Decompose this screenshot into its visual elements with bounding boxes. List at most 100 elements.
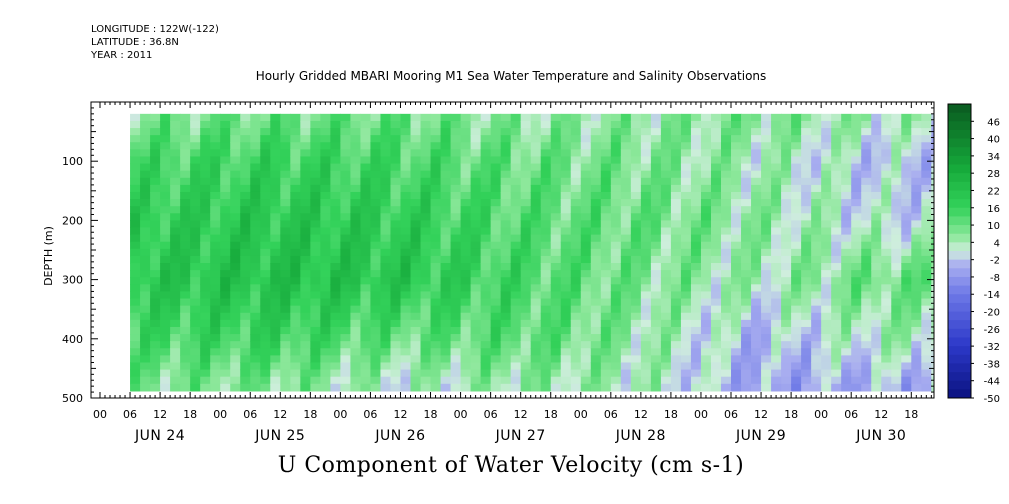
heatmap-cell	[480, 199, 492, 207]
heatmap-cell	[130, 142, 141, 150]
heatmap-cell	[771, 312, 782, 321]
heatmap-cell	[590, 298, 602, 307]
heatmap-cell	[931, 227, 934, 236]
x-hour-label: 00	[814, 408, 828, 421]
heatmap-cell	[841, 298, 852, 307]
heatmap-cell	[160, 248, 171, 257]
heatmap-cell	[470, 334, 482, 342]
heatmap-cell	[340, 341, 351, 349]
heatmap-cell	[560, 234, 572, 243]
heatmap-cell	[801, 284, 812, 293]
heatmap-cell	[640, 199, 652, 207]
heatmap-cell	[440, 369, 452, 378]
heatmap-cell	[480, 284, 492, 293]
heatmap-cell	[390, 263, 402, 271]
heatmap-cell	[170, 341, 181, 349]
heatmap-cell	[340, 263, 351, 271]
heatmap-cell	[340, 362, 351, 371]
heatmap-cell	[650, 348, 662, 356]
heatmap-cell	[390, 128, 402, 136]
heatmap-cell	[410, 305, 422, 314]
heatmap-cell	[370, 156, 382, 165]
heatmap-cell	[130, 149, 141, 158]
heatmap-cell	[250, 113, 261, 122]
heatmap-cell	[660, 326, 672, 335]
heatmap-cell	[170, 206, 181, 214]
heatmap-cell	[450, 305, 462, 314]
heatmap-cell	[871, 263, 882, 271]
heatmap-cell	[801, 248, 812, 257]
heatmap-cell	[510, 312, 522, 321]
heatmap-cell	[210, 263, 221, 271]
colorbar-label: -14	[984, 290, 1000, 301]
heatmap-cell	[801, 184, 812, 193]
heatmap-cell	[540, 277, 552, 285]
heatmap-cell	[580, 334, 592, 342]
colorbar-swatch	[948, 138, 971, 148]
heatmap-cell	[540, 156, 552, 165]
heatmap-cell	[731, 199, 742, 207]
heatmap-cell	[360, 206, 372, 214]
heatmap-cell	[640, 163, 652, 172]
heatmap-cell	[490, 270, 502, 278]
heatmap-cell	[731, 213, 742, 221]
heatmap-cell	[580, 149, 592, 158]
heatmap-cell	[250, 177, 261, 186]
heatmap-cell	[861, 220, 872, 229]
heatmap-cell	[320, 135, 331, 143]
heatmap-cell	[891, 113, 902, 122]
heatmap-cell	[300, 298, 311, 307]
heatmap-cell	[921, 163, 932, 172]
heatmap-cell	[500, 113, 512, 122]
heatmap-cell	[160, 341, 171, 349]
heatmap-cell	[710, 369, 722, 378]
heatmap-cell	[650, 305, 662, 314]
heatmap-cell	[460, 241, 472, 250]
heatmap-cell	[530, 334, 542, 342]
heatmap-cell	[270, 191, 281, 200]
heatmap-cell	[500, 319, 512, 328]
chart-title: Hourly Gridded MBARI Mooring M1 Sea Wate…	[255, 69, 767, 83]
heatmap-cell	[911, 355, 922, 364]
heatmap-cell	[731, 348, 742, 356]
heatmap-cell	[550, 291, 562, 300]
heatmap-cell	[310, 355, 321, 364]
heatmap-cell	[240, 227, 251, 236]
heatmap-cell	[720, 305, 732, 314]
heatmap-cell	[430, 213, 442, 221]
heatmap-cell	[700, 355, 712, 364]
heatmap-cell	[170, 248, 181, 257]
heatmap-cell	[660, 206, 672, 214]
heatmap-cell	[330, 156, 341, 165]
heatmap-cell	[841, 369, 852, 378]
heatmap-cell	[330, 383, 341, 392]
heatmap-cell	[630, 142, 642, 150]
heatmap-cell	[190, 234, 201, 243]
heatmap-cell	[340, 298, 351, 307]
heatmap-cell	[200, 305, 211, 314]
heatmap-cell	[901, 376, 912, 385]
heatmap-cell	[871, 376, 882, 385]
heatmap-cell	[410, 277, 422, 285]
heatmap-cell	[280, 319, 291, 328]
heatmap-cell	[660, 319, 672, 328]
heatmap-cell	[831, 241, 842, 250]
heatmap-cell	[580, 255, 592, 264]
heatmap-cell	[450, 191, 462, 200]
heatmap-cell	[590, 341, 602, 349]
heatmap-cell	[771, 113, 782, 122]
heatmap-cell	[720, 248, 732, 257]
heatmap-cell	[590, 199, 602, 207]
heatmap-cell	[841, 241, 852, 250]
heatmap-cell	[150, 234, 161, 243]
heatmap-cell	[460, 213, 472, 221]
x-hour-label: 00	[694, 408, 708, 421]
heatmap-cell	[640, 284, 652, 293]
heatmap-cell	[690, 149, 702, 158]
heatmap-cell	[720, 348, 732, 356]
heatmap-cell	[490, 191, 502, 200]
heatmap-cell	[240, 248, 251, 257]
heatmap-cell	[761, 241, 772, 250]
heatmap-cell	[851, 270, 862, 278]
heatmap-cell	[520, 362, 532, 371]
